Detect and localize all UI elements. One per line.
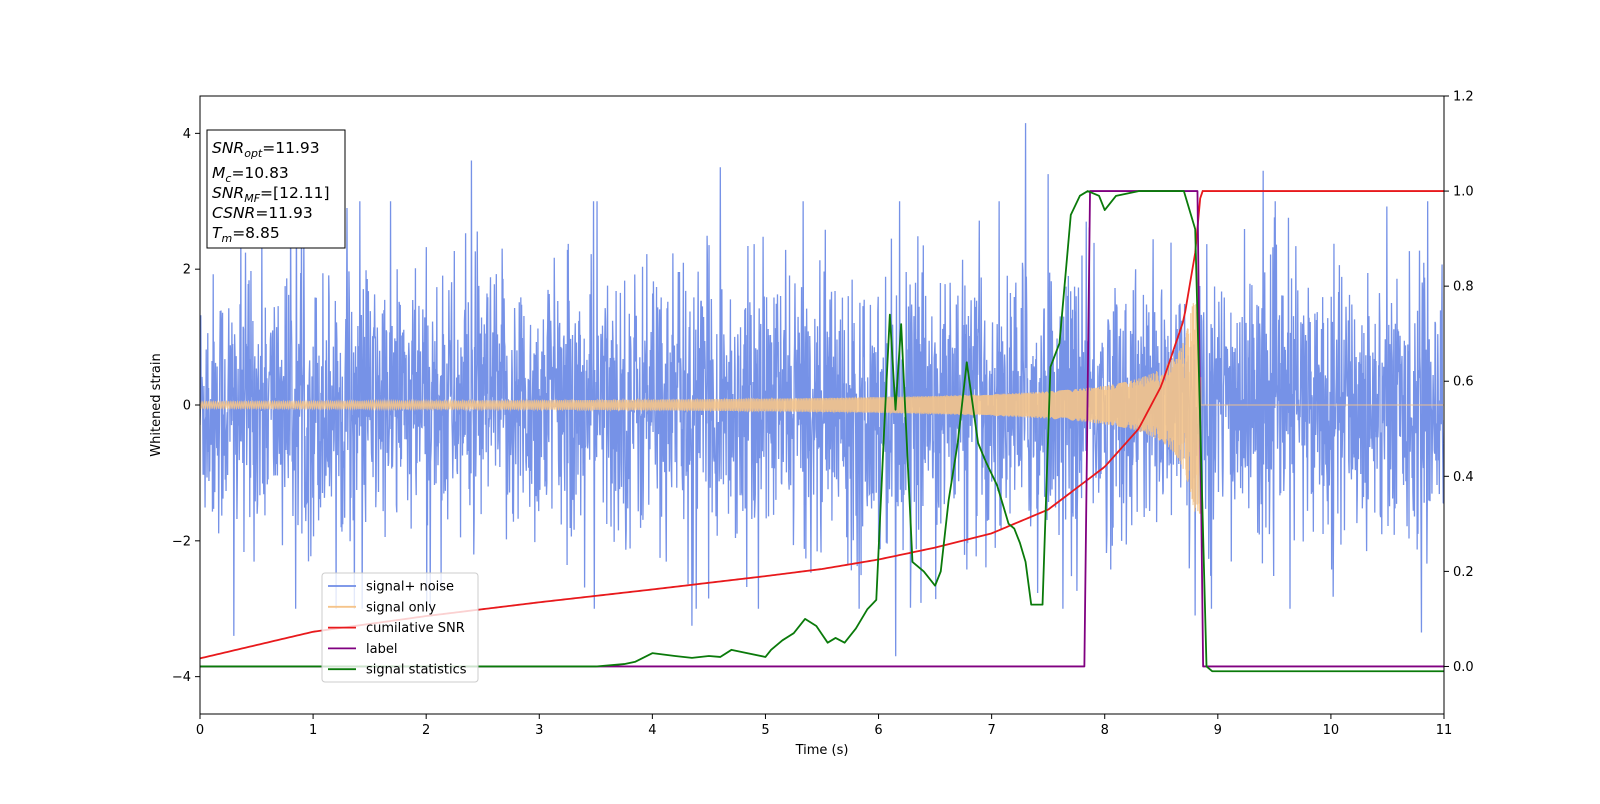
legend-label: label: [366, 642, 397, 657]
y-left-tick-label: 4: [183, 127, 191, 142]
legend: signal+ noise signal only cumilative SNR la…: [321, 572, 479, 683]
x-tick-label: 8: [1101, 723, 1109, 738]
x-tick-label: 10: [1323, 723, 1340, 738]
y-right-tick-label: 0.2: [1453, 565, 1474, 580]
y-axis-left: −4 −2 0 2 4: [172, 127, 200, 685]
x-tick-label: 6: [874, 723, 882, 738]
legend-label: signal only: [366, 600, 436, 615]
series-signal-statistics: [200, 190, 1444, 673]
legend-label: cumilative SNR: [366, 621, 465, 636]
y-right-tick-label: 0.0: [1453, 660, 1474, 675]
annotation-line: SNRopt=11.93: [212, 139, 320, 160]
series-signal-only: [200, 298, 1444, 514]
annotation-line: CSNR=11.93: [212, 204, 313, 222]
annotation-line: Tm=8.85: [212, 224, 280, 245]
x-axis: 0 1 2 3 4 5 6 7 8 9 10 11: [196, 714, 1452, 738]
y-left-tick-label: −4: [172, 670, 191, 685]
y-right-tick-label: 0.4: [1453, 470, 1474, 485]
y-left-tick-label: 0: [183, 399, 191, 414]
legend-frame: [321, 572, 479, 683]
annotation-frame: [206, 129, 346, 249]
x-tick-label: 9: [1214, 723, 1222, 738]
annotation-line: Mc=10.83: [212, 164, 289, 185]
y-right-tick-label: 0.8: [1453, 280, 1474, 295]
x-tick-label: 0: [196, 723, 204, 738]
y-right-tick-label: 1.0: [1453, 185, 1474, 200]
annotation-line: SNRMF=[12.11]: [212, 184, 330, 205]
y-right-tick-label: 0.6: [1453, 375, 1474, 390]
x-tick-label: 4: [648, 723, 656, 738]
annotation-box: SNRopt=11.93 Mc=10.83SNRMF=[12.11]CSNR=11…: [206, 129, 346, 249]
y-axis-label: Whitened strain: [149, 353, 164, 456]
y-left-tick-label: 2: [183, 263, 191, 278]
legend-label: signal+ noise: [366, 580, 454, 595]
x-tick-label: 7: [987, 723, 995, 738]
x-tick-label: 5: [761, 723, 769, 738]
series-signal-noise: [200, 123, 1444, 657]
x-tick-label: 11: [1436, 723, 1453, 738]
x-tick-label: 2: [422, 723, 430, 738]
legend-label: signal statistics: [366, 663, 467, 678]
y-left-tick-label: −2: [172, 534, 191, 549]
y-axis-right: 0.0 0.2 0.4 0.6 0.8 1.0 1.2: [1444, 90, 1474, 675]
x-tick-label: 1: [309, 723, 317, 738]
x-axis-label: Time (s): [795, 743, 849, 758]
y-right-tick-label: 1.2: [1453, 90, 1474, 105]
x-tick-label: 3: [535, 723, 543, 738]
